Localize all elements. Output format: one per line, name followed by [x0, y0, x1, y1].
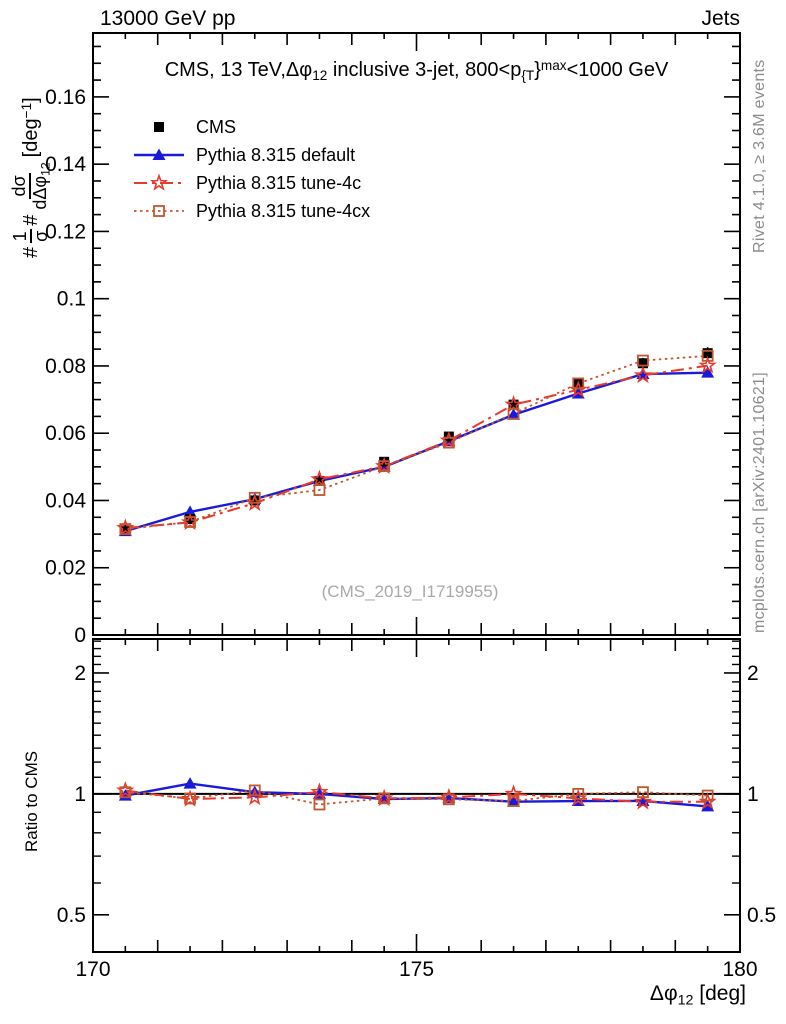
legend-marker-pythia-default-icon [134, 148, 184, 160]
data-point [633, 365, 653, 384]
legend-marker-pythia-4c-icon [134, 173, 184, 191]
data-point-cms [314, 475, 325, 486]
y-tick-label: 0 [74, 624, 86, 647]
ratio-point [701, 789, 714, 802]
ratio-point [310, 782, 329, 800]
ratio-point [313, 798, 326, 811]
series-line [125, 364, 708, 530]
legend-item-cms: CMS [130, 113, 370, 141]
ratio-point [572, 787, 585, 800]
data-point [442, 436, 455, 449]
ratio-tick-label-left: 0.5 [57, 904, 86, 927]
y-tick-label: 0.12 [45, 220, 86, 243]
plot-title: CMS, 13 TeV,Δφ12 inclusive 3-jet, 800<p{… [164, 58, 669, 84]
ratio-tick-label-right: 1 [747, 783, 759, 806]
ylabel-fraction-dsigma-dphi: dσ dΔφ12 [9, 162, 53, 210]
y-tick-label: 0.16 [45, 86, 86, 109]
ratio-point [633, 792, 653, 810]
ylabel-fraction-one-over-sigma: 1 σ [10, 229, 52, 244]
data-point [248, 491, 261, 504]
ratio-point [507, 795, 521, 807]
x-tick-label: 180 [722, 958, 757, 981]
main-series-layer [116, 347, 717, 537]
data-point-cms [443, 431, 454, 442]
ratio-point [378, 792, 391, 805]
y-tick-label: 0.06 [45, 422, 86, 445]
data-point-cms [185, 513, 196, 524]
data-point [701, 349, 714, 362]
mcplots-citation-note: mcplots.cern.ch [arXiv:2401.10621] [751, 371, 768, 633]
data-point [507, 408, 521, 420]
legend-label: Pythia 8.315 default [196, 144, 356, 165]
analysis-group-label: Jets [701, 7, 740, 30]
main-y-axis-label: # 1 σ # dσ dΔφ12 [deg−1] [9, 97, 53, 258]
y-tick-label: 0.08 [45, 355, 86, 378]
legend-marker-pythia-4cx-icon [134, 205, 184, 217]
data-point [701, 366, 715, 378]
ratio-tick-label-left: 2 [74, 662, 86, 685]
x-tick-label: 175 [399, 958, 434, 981]
ratio-point [637, 786, 649, 799]
legend-item-pythia-4c: Pythia 8.315 tune-4c [130, 169, 370, 197]
data-point-cms [508, 399, 519, 410]
y-tick-label: 0.02 [45, 557, 86, 580]
data-point [313, 484, 326, 496]
x-axis-label: Δφ12 [deg] [649, 982, 746, 1009]
ratio-series-line [125, 782, 708, 808]
y-tick-label: 0.1 [57, 288, 86, 311]
legend-item-pythia-4cx: Pythia 8.315 tune-4cx [130, 197, 370, 225]
data-point [310, 469, 329, 488]
data-point-cms [702, 348, 713, 359]
y-tick-label: 0.04 [45, 489, 86, 512]
ratio-point [183, 777, 197, 789]
data-point [637, 354, 649, 367]
data-point [572, 377, 585, 390]
ratio-tick-label-right: 0.5 [747, 904, 776, 927]
data-point [698, 355, 717, 374]
legend: CMS Pythia 8.315 default Pythia 8.315 tu… [130, 113, 370, 225]
beam-energy-label: 13000 GeV pp [100, 7, 236, 30]
ratio-y-axis-label: Ratio to CMS [22, 750, 41, 852]
watermark-label: (CMS_2019_I1719955) [321, 582, 499, 601]
ylabel-hash: # [19, 214, 42, 226]
data-point-cms [249, 495, 260, 506]
data-point [378, 460, 391, 473]
data-point [507, 407, 520, 420]
ratio-point [701, 799, 715, 812]
ratio-point [248, 784, 261, 797]
rivet-version-note: Rivet 4.1.0, ≥ 3.6M events [751, 59, 768, 253]
data-point-cms [637, 358, 648, 369]
x-tick-label: 170 [75, 958, 110, 981]
ratio-series-line [125, 789, 708, 806]
legend-marker-cms-icon [154, 122, 164, 132]
legend-item-pythia-default: Pythia 8.315 default [130, 141, 370, 169]
legend-label: Pythia 8.315 tune-4cx [196, 200, 371, 221]
legend-label: CMS [196, 116, 236, 137]
ratio-series-line [125, 789, 708, 803]
data-point [504, 395, 523, 413]
ratio-series-layer [116, 777, 717, 812]
y-tick-label: 0.14 [45, 153, 86, 176]
series-line [125, 371, 708, 533]
ratio-point [184, 792, 196, 805]
ratio-point [442, 793, 455, 806]
ylabel-unit: [deg−1] [19, 97, 43, 158]
ratio-point [507, 795, 520, 807]
data-point [119, 523, 132, 535]
ratio-tick-label-right: 2 [747, 662, 759, 685]
ratio-point [119, 786, 132, 799]
legend-label: Pythia 8.315 tune-4c [196, 172, 362, 193]
data-point [184, 516, 196, 528]
ylabel-hash: # [19, 246, 42, 258]
ratio-tick-label-left: 1 [74, 783, 86, 806]
